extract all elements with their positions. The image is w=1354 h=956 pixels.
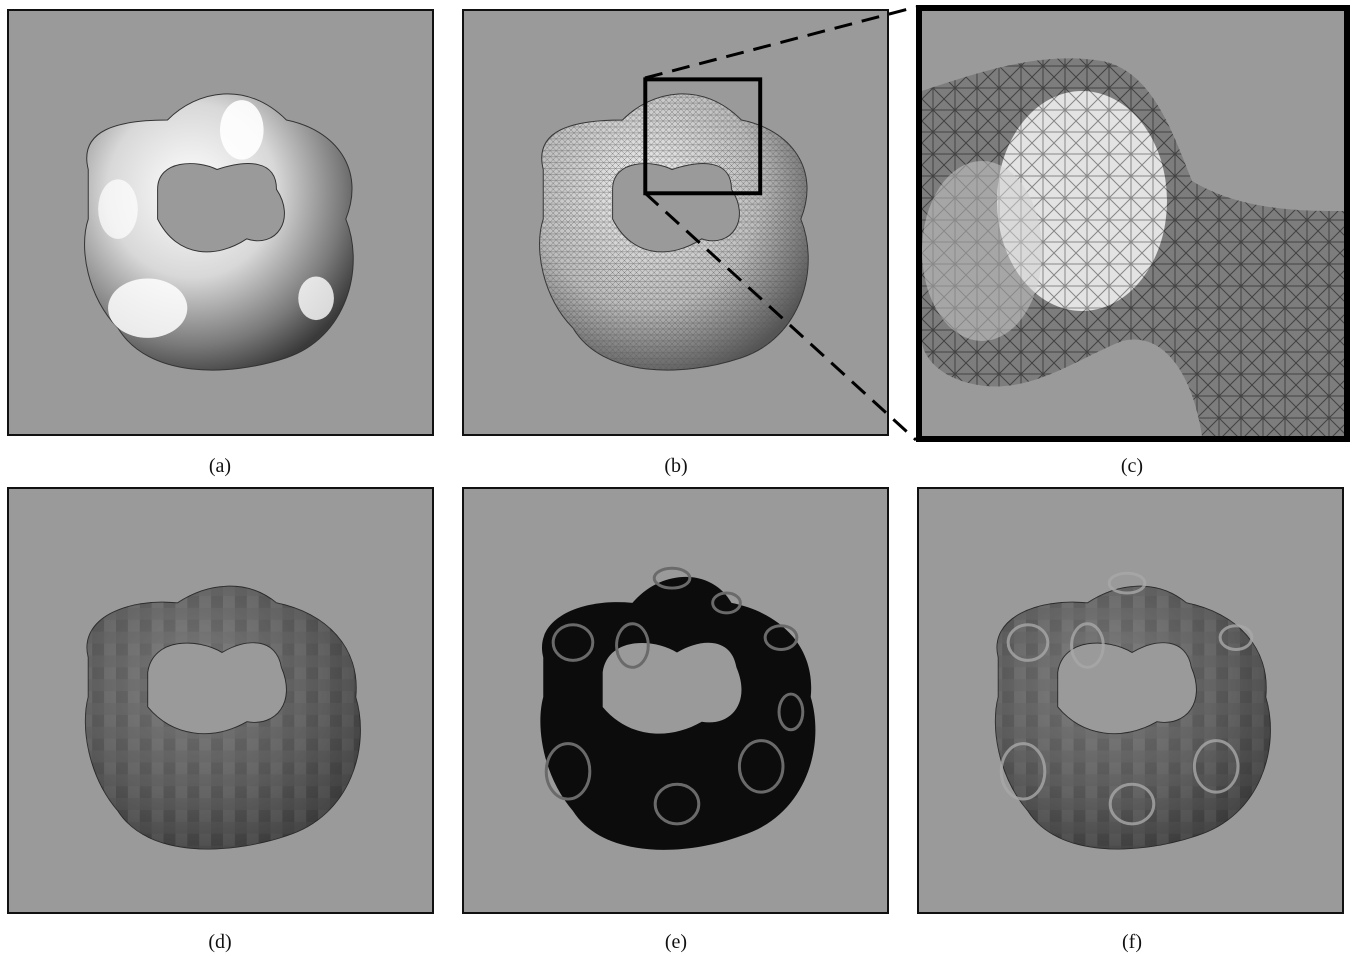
caption-a: (a) bbox=[208, 455, 232, 477]
panel-b bbox=[462, 9, 889, 436]
caption-d: (d) bbox=[208, 931, 232, 953]
caption-f: (f) bbox=[1122, 931, 1142, 953]
shaded-torus-surface bbox=[84, 93, 354, 371]
panel-a bbox=[7, 9, 434, 436]
panel-d bbox=[7, 487, 434, 914]
panel-c bbox=[916, 5, 1350, 442]
zoomed-wireframe-detail bbox=[922, 58, 1344, 436]
textured-torus-surface bbox=[84, 585, 361, 850]
panel-e bbox=[462, 487, 889, 914]
textured-torus-with-rings bbox=[994, 571, 1271, 850]
wireframe-torus-mesh bbox=[539, 77, 809, 371]
caption-e: (e) bbox=[664, 931, 688, 953]
caption-c: (c) bbox=[1120, 455, 1144, 477]
dark-torus-with-rings bbox=[540, 566, 816, 850]
caption-b: (b) bbox=[664, 455, 688, 477]
panel-f bbox=[917, 487, 1344, 914]
